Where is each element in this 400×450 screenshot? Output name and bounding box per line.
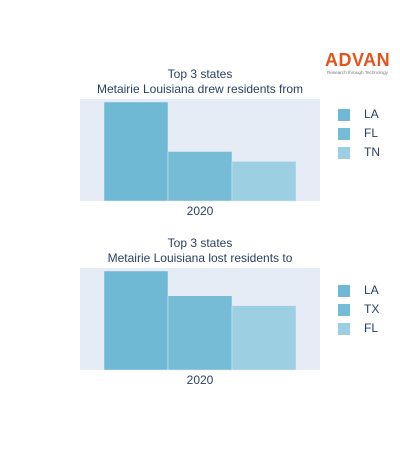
logo-tagline: Research through Technology [327,70,388,75]
chart-1-legend-swatch [338,109,350,121]
chart-2-title-line-2: Metairie Louisiana lost residents to [107,251,293,265]
chart-1-legend-label: LA [364,107,379,121]
chart-1-bar-fl[interactable] [167,151,233,202]
chart-2-legend-label: FL [364,321,379,335]
chart-2-legend-swatch [338,285,350,297]
chart-1-title-line-1: Top 3 states [167,67,233,81]
chart-1-title-line-2: Metairie Louisiana drew residents from [96,82,304,96]
chart-2-legend-swatch [338,304,350,316]
chart-2-legend-label: LA [364,283,379,297]
chart-1-plot: 2020 [80,99,320,218]
chart-1-bar-tn[interactable] [231,161,297,202]
chart-2-legend-swatch [338,323,350,335]
chart-2-title: Top 3 states Metairie Louisiana lost res… [0,236,400,266]
chart-2-bar-fl[interactable] [231,305,297,371]
chart-1-legend-label: TN [364,145,380,159]
chart-2-title-line-1: Top 3 states [167,236,233,250]
logo-wordmark: ADVAN [325,50,391,70]
chart-1-title: Top 3 states Metairie Louisiana drew res… [0,67,400,97]
chart-1-x-tick-label: 2020 [187,204,214,218]
chart-2-plot: 2020 [80,268,320,387]
chart-1-bar-la[interactable] [103,101,169,202]
advan-logo: ADVAN Research through Technology [325,50,395,80]
chart-2-bar-la[interactable] [103,270,169,371]
chart-2-bar-tx[interactable] [167,295,233,371]
chart-1-legend-swatch [338,147,350,159]
chart-2-x-tick-label: 2020 [187,373,214,387]
chart-1-legend-swatch [338,128,350,140]
chart-2-legend-label: TX [364,302,380,316]
chart-1-legend-label: FL [364,126,379,140]
